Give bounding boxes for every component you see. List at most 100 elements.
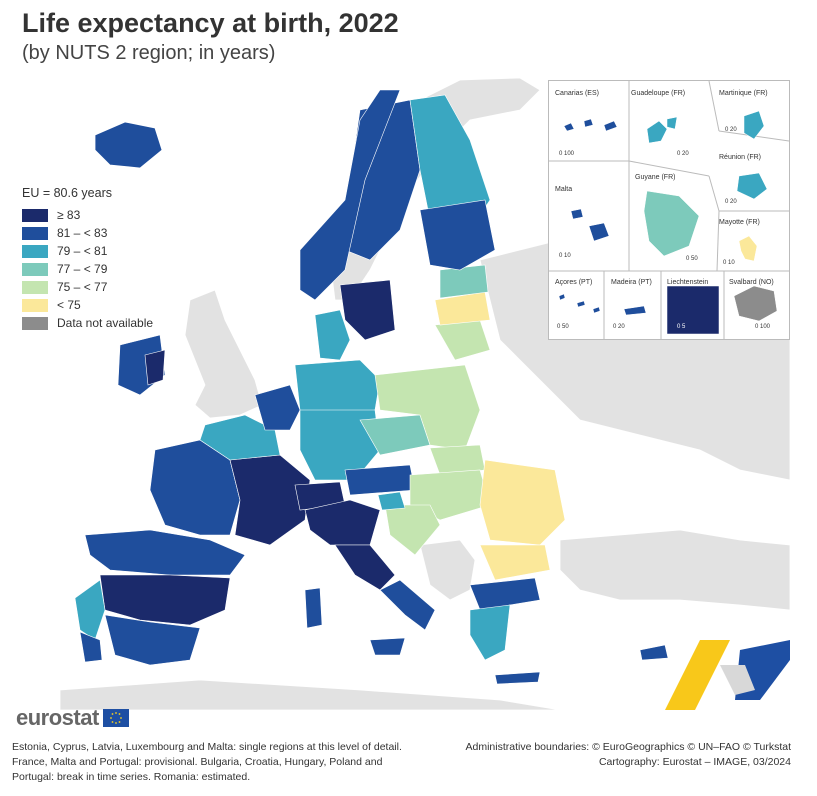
- legend-label: 81 – < 83: [57, 226, 108, 240]
- region-cyprus: [639, 644, 669, 661]
- inset-acores: Açores (PT) 0 50: [551, 276, 604, 336]
- legend-swatch: [22, 316, 48, 330]
- inset-label: Açores (PT): [555, 279, 593, 286]
- inset-svalbard: Svalbard (NO) 0 100: [725, 276, 789, 336]
- region-romania: [479, 459, 566, 546]
- scale-bar-label: 0 20: [725, 199, 737, 205]
- north-africa: [59, 679, 561, 710]
- region-spain-south: [104, 614, 201, 666]
- legend-label: Data not available: [57, 316, 154, 330]
- region-austria: [344, 464, 416, 496]
- legend-swatch: [22, 262, 48, 276]
- inset-liechtenstein: Liechtenstein 0 5: [663, 276, 723, 336]
- scale-bar-label: 0 10: [559, 253, 571, 259]
- inset-label: Madeira (PT): [611, 279, 652, 286]
- inset-shape-martinique: [743, 110, 765, 140]
- legend-swatch: [22, 280, 48, 294]
- region-croatia: [384, 504, 441, 556]
- footnote: Estonia, Cyprus, Latvia, Luxembourg and …: [12, 741, 402, 783]
- legend-item: ≥ 83: [22, 206, 153, 224]
- inset-guadeloupe: Guadeloupe (FR) 0 20: [627, 87, 707, 161]
- inset-shape-madeira: [623, 305, 647, 316]
- turkey: [559, 529, 791, 611]
- scale-bar-label: 0 50: [686, 256, 698, 262]
- inset-shape-reunion: [736, 172, 768, 200]
- inset-label: Liechtenstein: [667, 279, 709, 286]
- scale-bar-label: 0 20: [677, 151, 689, 157]
- legend-label: 75 – < 77: [57, 280, 108, 294]
- credits-cartography: Cartography: Eurostat – IMAGE, 03/2024: [598, 756, 791, 768]
- logo-text: eurostat: [16, 705, 99, 730]
- inset-canarias: Canarias (ES) 0 100: [551, 87, 629, 161]
- inset-label: Martinique (FR): [719, 90, 768, 97]
- inset-label: Guadeloupe (FR): [631, 90, 686, 97]
- scale-bar-label: 0 100: [559, 151, 575, 157]
- inset-shape-svalbard: [733, 285, 778, 322]
- inset-divider-lines: [549, 81, 789, 339]
- inset-label: Réunion (FR): [719, 154, 762, 161]
- region-italy-centre: [334, 544, 396, 591]
- legend-swatch: [22, 298, 48, 312]
- legend-label: 79 – < 81: [57, 244, 108, 258]
- inset-shape-canarias: [563, 118, 618, 132]
- inset-panel: Canarias (ES) 0 100 Guadeloupe (FR) 0 20…: [548, 80, 790, 340]
- inset-shape-malta: [570, 208, 610, 242]
- balkans-non-eu: [419, 539, 476, 601]
- map-title: Life expectancy at birth, 2022: [22, 8, 399, 38]
- region-finland-south: [419, 199, 496, 271]
- inset-label: Svalbard (NO): [729, 279, 774, 286]
- inset-label: Mayotte (FR): [719, 219, 760, 226]
- eurostat-logo: eurostat: [16, 705, 129, 731]
- iceland: [94, 121, 163, 169]
- legend-item: < 75: [22, 296, 153, 314]
- inset-label: Guyane (FR): [635, 174, 676, 181]
- region-norway: [299, 89, 401, 301]
- scale-bar-label: 0 100: [755, 324, 771, 330]
- inset-shape-mayotte: [738, 235, 758, 262]
- inset-martinique: Martinique (FR) 0 20: [715, 87, 789, 133]
- scale-bar-label: 0 10: [723, 260, 735, 266]
- eu-flag-icon: [102, 709, 129, 727]
- region-ireland-east: [144, 349, 166, 386]
- region-portugal-north: [74, 579, 106, 641]
- region-estonia: [439, 264, 489, 299]
- legend-label: < 75: [57, 298, 81, 312]
- legend-label: 77 – < 79: [57, 262, 108, 276]
- inset-malta: Malta 0 10: [551, 183, 629, 271]
- legend-swatch: [22, 226, 48, 240]
- region-greece-north: [469, 577, 541, 611]
- region-sicily: [369, 637, 406, 656]
- region-slovenia: [377, 491, 406, 511]
- legend-swatch: [22, 208, 48, 222]
- corner-decoration: [665, 640, 790, 710]
- legend: EU = 80.6 years ≥ 83 81 – < 83 79 – < 81…: [22, 186, 153, 332]
- region-crete: [494, 671, 541, 685]
- legend-item: 81 – < 83: [22, 224, 153, 242]
- inset-shape-guyane: [643, 190, 700, 257]
- scale-bar-label: 0 5: [677, 324, 686, 330]
- legend-label: ≥ 83: [57, 208, 81, 222]
- region-spain-centre: [99, 574, 231, 626]
- region-denmark: [314, 309, 351, 361]
- legend-title: EU = 80.6 years: [22, 186, 112, 200]
- inset-shape-liechtenstein: [666, 285, 720, 335]
- region-italy-south: [379, 579, 436, 631]
- region-sweden-south: [339, 279, 396, 341]
- region-spain-north: [84, 529, 246, 576]
- inset-label: Canarias (ES): [555, 90, 599, 97]
- region-bulgaria: [479, 544, 551, 581]
- legend-item: 79 – < 81: [22, 242, 153, 260]
- inset-reunion: Réunion (FR) 0 20: [715, 151, 789, 209]
- inset-mayotte: Mayotte (FR) 0 10: [715, 216, 789, 271]
- region-france-east: [229, 454, 311, 546]
- region-portugal-south: [79, 631, 103, 663]
- region-greece-south: [469, 604, 511, 661]
- legend-swatch: [22, 244, 48, 258]
- legend-item: 77 – < 79: [22, 260, 153, 278]
- scale-bar-label: 0 20: [613, 324, 625, 330]
- scale-bar-label: 0 20: [725, 127, 737, 133]
- inset-madeira: Madeira (PT) 0 20: [607, 276, 661, 336]
- region-lithuania: [434, 319, 491, 361]
- great-britain: [184, 289, 263, 419]
- legend-item: Data not available: [22, 314, 153, 332]
